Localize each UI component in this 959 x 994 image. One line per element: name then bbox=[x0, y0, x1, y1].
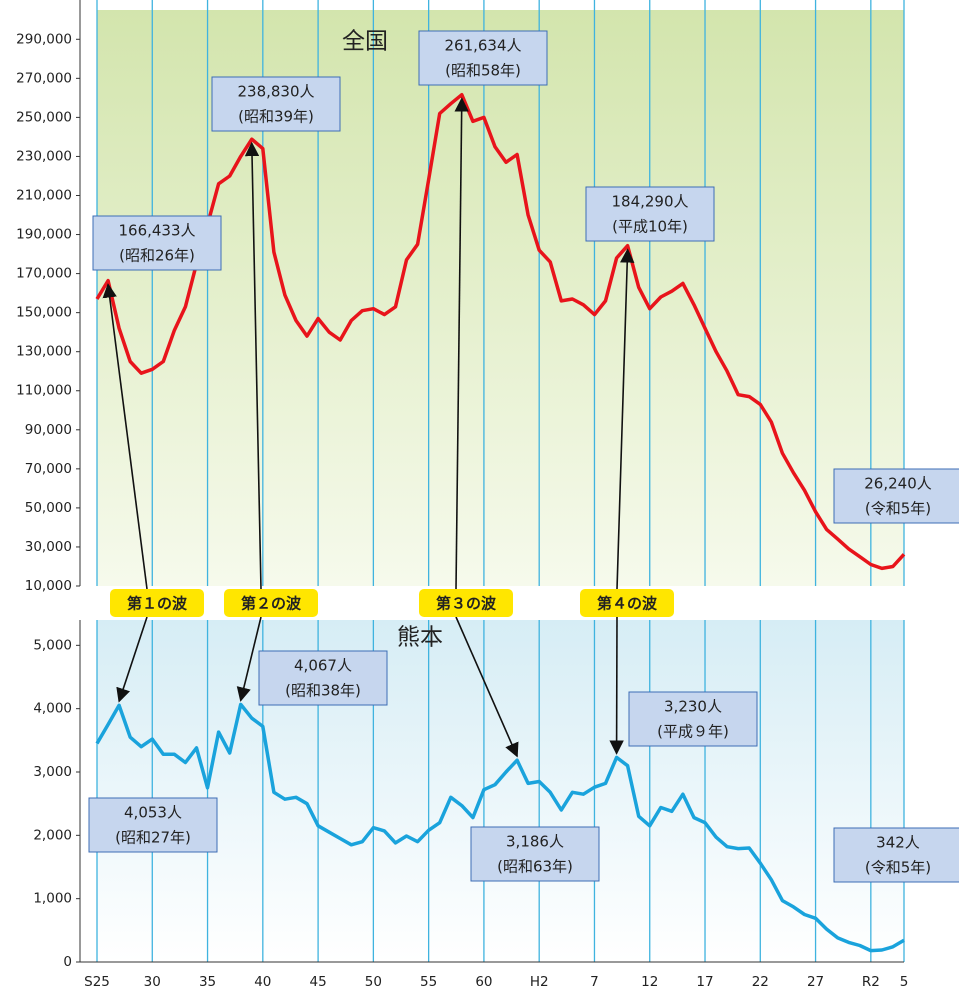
callout-note: (昭和39年) bbox=[238, 108, 314, 126]
callout-box bbox=[211, 76, 341, 132]
callout-box bbox=[833, 827, 959, 883]
y-tick-label: 130,000 bbox=[16, 344, 72, 360]
data-label: 342人 bbox=[876, 834, 920, 852]
callout-note: (昭和26年) bbox=[119, 247, 195, 265]
wave-label: 第３の波 bbox=[436, 595, 497, 613]
callout-note: (昭和38年) bbox=[285, 682, 361, 700]
callout-note: (昭和27年) bbox=[115, 829, 191, 847]
arrow bbox=[244, 141, 262, 590]
wave-label: 第２の波 bbox=[241, 595, 302, 613]
callout-note: (令和5年) bbox=[865, 500, 931, 518]
y-tick-label: 50,000 bbox=[25, 500, 72, 516]
data-label: 3,230人 bbox=[664, 698, 722, 716]
callout-note: (昭和58年) bbox=[445, 62, 521, 80]
x-tick-label: 45 bbox=[310, 974, 327, 990]
wave-label: 第１の波 bbox=[127, 595, 188, 613]
data-label: 184,290人 bbox=[611, 193, 688, 211]
y-tick-label: 210,000 bbox=[16, 187, 72, 203]
x-tick-label: 12 bbox=[641, 974, 658, 990]
y-tick-label: 190,000 bbox=[16, 227, 72, 243]
x-tick-label: 5 bbox=[900, 974, 909, 990]
x-tick-label: 60 bbox=[475, 974, 492, 990]
data-line bbox=[95, 92, 906, 571]
x-tick-label: 40 bbox=[254, 974, 271, 990]
y-tick-label: 230,000 bbox=[16, 148, 72, 164]
y-tick-label: 30,000 bbox=[25, 539, 72, 555]
callout-note: (平成10年) bbox=[612, 218, 688, 236]
x-tick-label: R2 bbox=[862, 974, 880, 990]
y-tick-label: 250,000 bbox=[16, 109, 72, 125]
callout-note: (昭和63年) bbox=[497, 858, 573, 876]
wave-label-box bbox=[110, 589, 204, 617]
callout-box bbox=[470, 826, 600, 882]
x-tick-label: 27 bbox=[807, 974, 824, 990]
data-label: 261,634人 bbox=[444, 37, 521, 55]
arrow bbox=[116, 616, 148, 703]
y-tick-label: 290,000 bbox=[16, 31, 72, 47]
callout-box bbox=[258, 650, 388, 706]
data-label: 4,053人 bbox=[124, 804, 182, 822]
wave-label-box bbox=[580, 589, 674, 617]
data-label: 26,240人 bbox=[864, 475, 932, 493]
x-tick-label: 7 bbox=[590, 974, 599, 990]
callout-box bbox=[833, 468, 959, 524]
y-tick-label: 0 bbox=[63, 954, 72, 970]
arrow bbox=[102, 283, 148, 590]
wave-label: 第４の波 bbox=[597, 595, 658, 613]
arrow bbox=[454, 97, 469, 590]
y-tick-label: 170,000 bbox=[16, 266, 72, 282]
callout-note: (令和5年) bbox=[865, 859, 931, 877]
x-tick-label: 17 bbox=[696, 974, 713, 990]
wave-label-box bbox=[419, 589, 513, 617]
data-line bbox=[95, 702, 905, 953]
arrow bbox=[236, 616, 262, 702]
y-tick-label: 1,000 bbox=[33, 891, 72, 907]
x-tick-label: 35 bbox=[199, 974, 216, 990]
data-label: 238,830人 bbox=[237, 83, 314, 101]
x-tick-label: H2 bbox=[530, 974, 549, 990]
y-tick-label: 90,000 bbox=[25, 422, 72, 438]
callout-box bbox=[628, 691, 758, 747]
data-label: 166,433人 bbox=[118, 222, 195, 240]
callout-box bbox=[88, 797, 218, 853]
x-tick-label: 55 bbox=[420, 974, 437, 990]
y-tick-label: 10,000 bbox=[25, 578, 72, 594]
x-tick-label: 22 bbox=[752, 974, 769, 990]
y-tick-label: 3,000 bbox=[33, 764, 72, 780]
panel-title: 熊本 bbox=[397, 625, 443, 651]
y-tick-label: 5,000 bbox=[33, 637, 72, 653]
x-tick-label: 50 bbox=[365, 974, 382, 990]
x-tick-label: S25 bbox=[84, 974, 110, 990]
callout-box bbox=[418, 30, 548, 86]
y-tick-label: 2,000 bbox=[33, 827, 72, 843]
x-tick-label: 30 bbox=[144, 974, 161, 990]
y-tick-label: 110,000 bbox=[16, 383, 72, 399]
y-tick-label: 4,000 bbox=[33, 701, 72, 717]
panel-background bbox=[97, 620, 904, 962]
y-tick-label: 70,000 bbox=[25, 461, 72, 477]
arrow bbox=[616, 248, 635, 590]
callout-box bbox=[585, 186, 715, 242]
y-tick-label: 270,000 bbox=[16, 70, 72, 86]
data-label: 4,067人 bbox=[294, 657, 352, 675]
arrow bbox=[455, 616, 519, 758]
data-label: 3,186人 bbox=[506, 833, 564, 851]
y-tick-label: 150,000 bbox=[16, 305, 72, 321]
wave-label-box bbox=[224, 589, 318, 617]
callout-box bbox=[92, 215, 222, 271]
panel-title: 全国 bbox=[342, 29, 388, 55]
callout-note: (平成９年) bbox=[657, 723, 729, 741]
